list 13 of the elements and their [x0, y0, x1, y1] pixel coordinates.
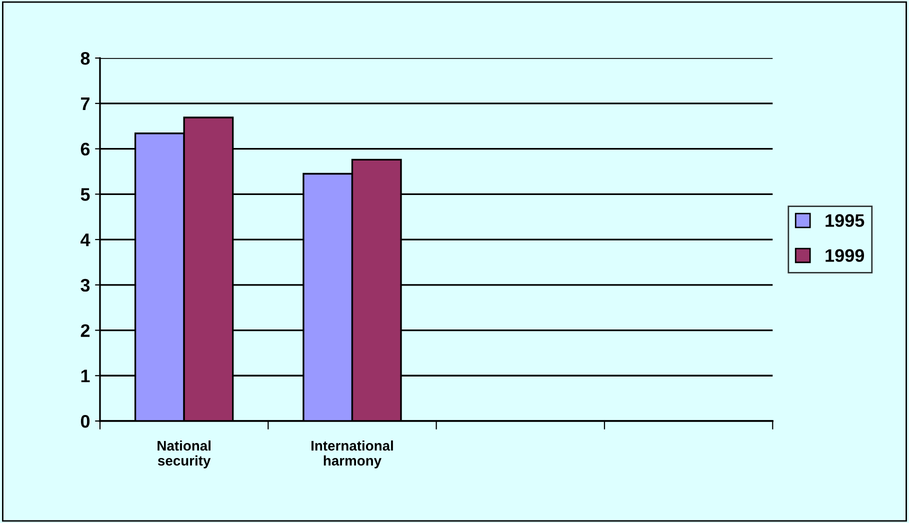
y-tick-label: 4 [80, 234, 90, 246]
y-tick-label: 1 [81, 370, 90, 382]
y-tick-label: 7 [81, 98, 90, 110]
x-tick-label: International harmony [312, 440, 393, 468]
legend-label: 1995 [826, 214, 864, 227]
y-tick-label: 3 [80, 278, 90, 292]
y-tick-label: 2 [80, 324, 90, 337]
y-tick-label: 5 [80, 188, 90, 201]
y-tick-label: 8 [80, 52, 90, 65]
x-tick-label: National security [158, 440, 211, 468]
y-tick-label: 0 [80, 414, 90, 428]
y-tick-label: 6 [80, 142, 90, 156]
legend-label: 1999 [826, 249, 864, 262]
